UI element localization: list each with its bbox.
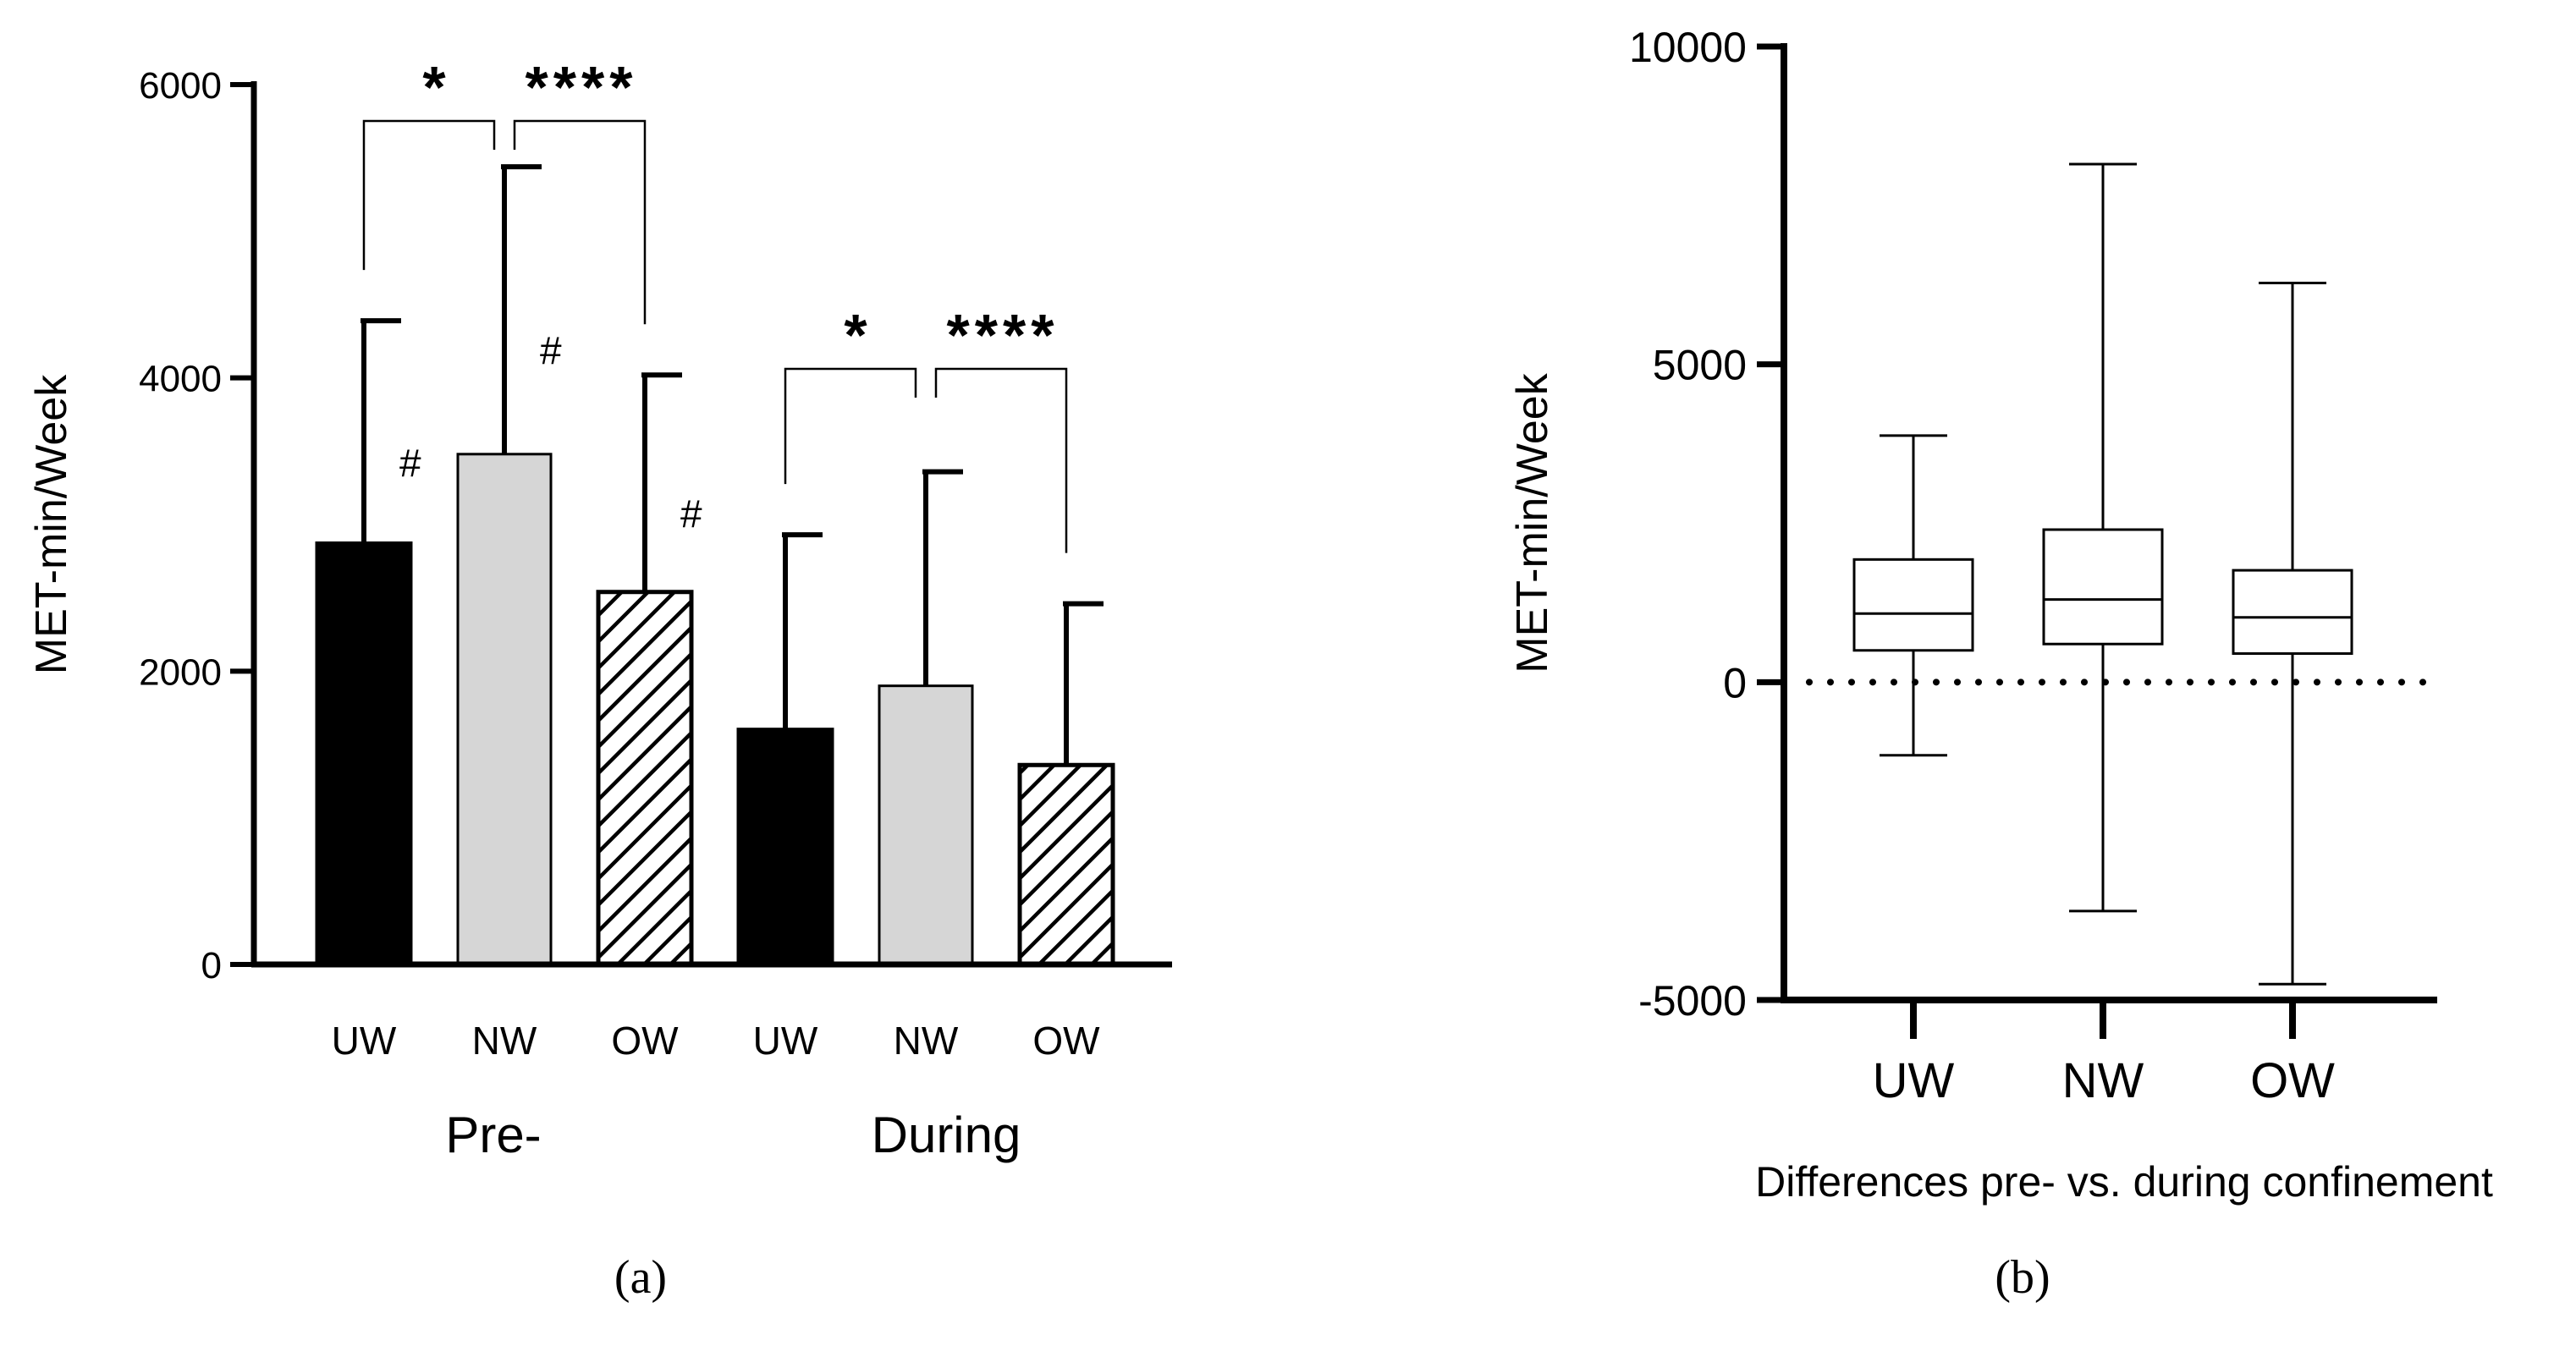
x-tick-label: NW: [894, 1019, 959, 1063]
significance-hash: #: [399, 442, 421, 486]
bar: [1017, 762, 1115, 967]
y-tick-label: 4000: [139, 359, 222, 400]
y-tick-label: 0: [201, 945, 222, 986]
y-tick-label: 2000: [139, 651, 222, 693]
group-label: Pre-: [445, 1107, 541, 1163]
y-axis-title: MET-min/Week: [27, 374, 76, 674]
group-label: During: [872, 1107, 1021, 1163]
box-iqr: [2232, 569, 2353, 656]
comparison-label: *: [422, 54, 446, 120]
y-tick-label: 10000: [1629, 24, 1747, 71]
bar: [878, 684, 974, 966]
comparison-label: ****: [526, 54, 638, 120]
panel-label: (a): [614, 1251, 667, 1304]
bar: [736, 728, 834, 967]
panel-b-box-plot: -5000 0 5000 10000 UW NW OW MET-min/Week Differ…: [1508, 24, 2493, 1304]
y-tick-label: -5000: [1638, 977, 1747, 1025]
bar: [596, 590, 694, 967]
x-tick-label: UW: [1873, 1053, 1955, 1108]
y-tick-label: 6000: [139, 65, 222, 107]
y-tick-label: 5000: [1653, 342, 1747, 389]
y-tick-label: 0: [1723, 659, 1747, 706]
x-tick-label: OW: [611, 1019, 679, 1063]
x-tick-label: NW: [472, 1019, 537, 1063]
y-axis-title: MET-min/Week: [1508, 372, 1557, 673]
panel-label: (b): [1995, 1251, 2050, 1304]
comparison-bracket: [362, 119, 496, 271]
significance-hash: #: [680, 492, 702, 536]
box-iqr: [1852, 558, 1974, 652]
significance-hash: #: [540, 328, 562, 372]
box-iqr: [2042, 528, 2164, 646]
x-tick-label: NW: [2062, 1053, 2144, 1108]
x-tick-label: UW: [753, 1019, 818, 1063]
comparison-label: ****: [947, 302, 1060, 368]
bar: [315, 541, 413, 967]
bar: [456, 453, 553, 966]
comparison-bracket: [784, 367, 917, 485]
comparison-bracket: [934, 367, 1068, 553]
comparison-label: *: [844, 302, 867, 368]
x-tick-label: UW: [332, 1019, 397, 1063]
comparison-bracket: [513, 119, 647, 325]
x-tick-label: OW: [2250, 1053, 2335, 1108]
x-tick-label: OW: [1032, 1019, 1100, 1063]
x-axis-title: Differences pre- vs. during confinement: [1755, 1158, 2493, 1206]
